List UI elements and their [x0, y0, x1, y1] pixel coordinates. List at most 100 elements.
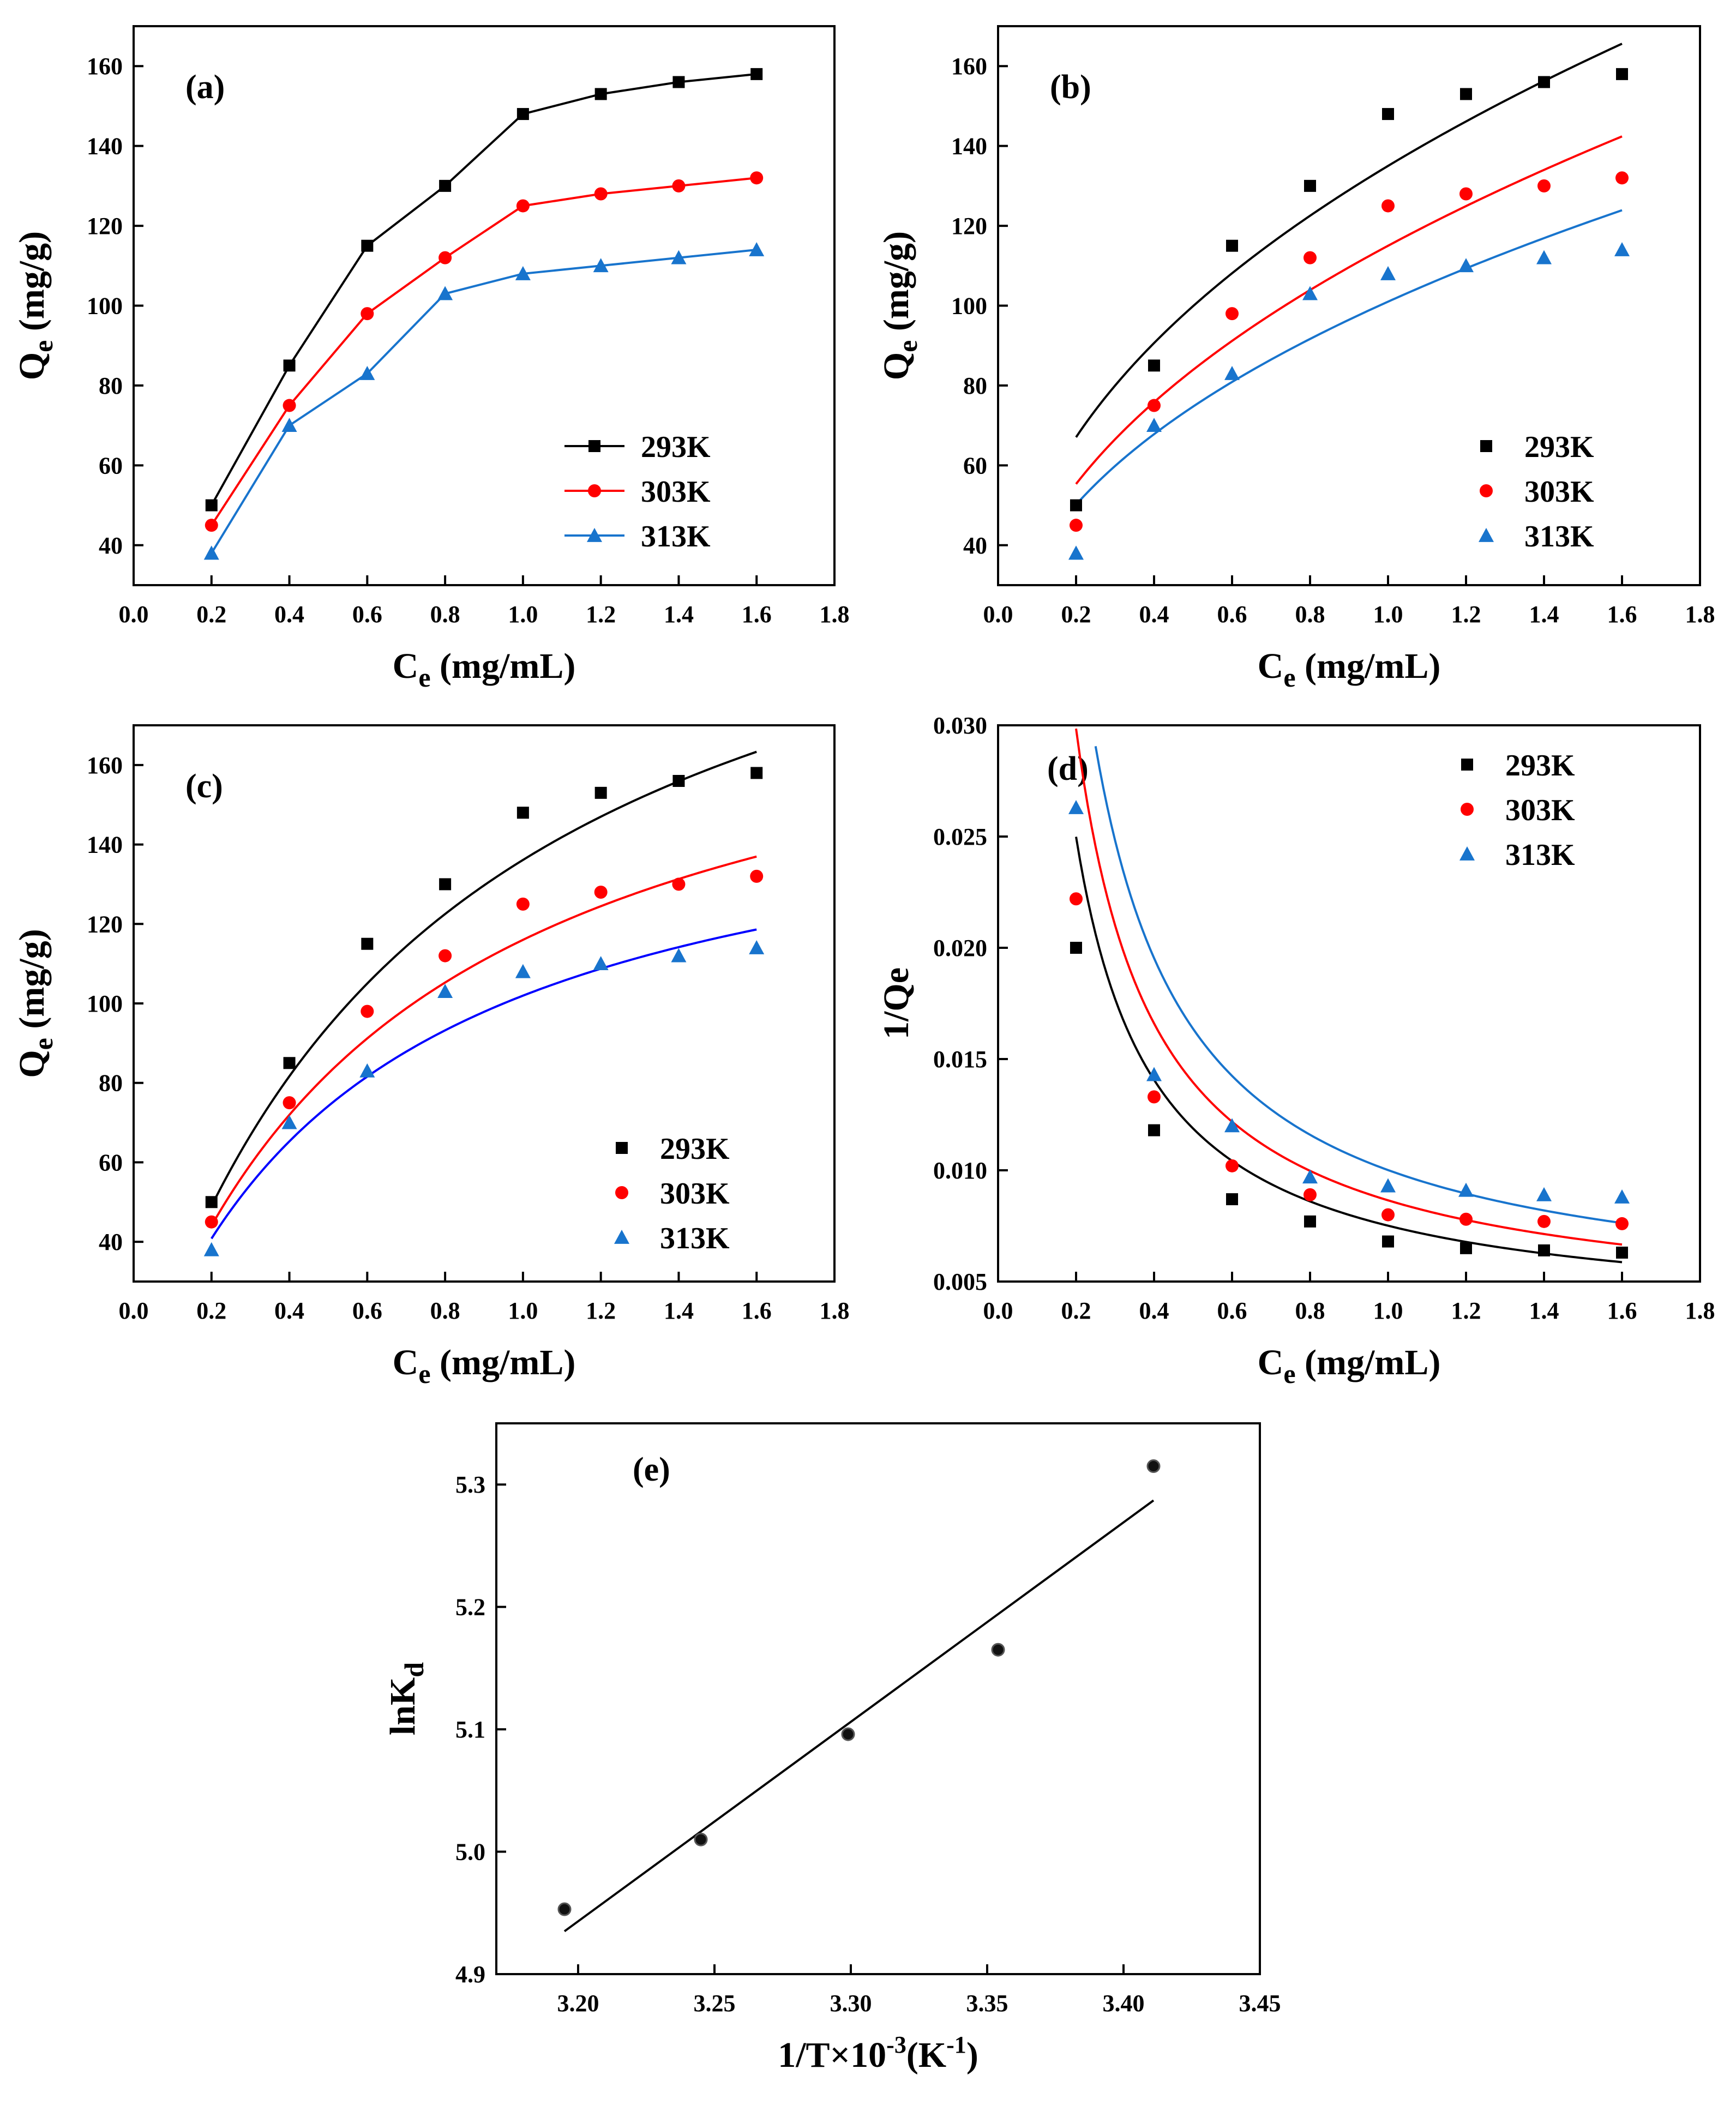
chart-b-fit-curve-303K [1075, 135, 1623, 485]
chart-d-xtick-label: 1.0 [1373, 1297, 1403, 1324]
chart-b-point-303K [1226, 307, 1239, 321]
chart-a-series-line-303K [211, 177, 757, 526]
chart-c-point-293K [672, 775, 685, 787]
chart-e-panel-label: (e) [633, 1451, 670, 1488]
chart-a-legend-marker-313K [587, 528, 602, 542]
chart-a-xtick-label: 1.4 [664, 601, 694, 628]
chart-c-point-293K [361, 937, 374, 950]
chart-d-xtick-label: 0.4 [1139, 1297, 1169, 1324]
chart-b-point-293K [1382, 108, 1394, 121]
chart-b-xtick-label: 0.8 [1295, 601, 1325, 628]
chart-d-frame [997, 724, 1701, 1283]
chart-d-point-313K [1380, 1178, 1396, 1193]
chart-c-point-293K [750, 767, 763, 779]
chart-a-xtick-label: 0.4 [274, 601, 304, 628]
chart-d-legend-label-293K: 293K [1505, 749, 1575, 783]
chart-c-point-303K [672, 877, 686, 891]
chart-d-xtick-label: 1.6 [1607, 1297, 1637, 1324]
chart-c-point-293K [205, 1196, 218, 1208]
chart-b-point-303K [1537, 179, 1551, 193]
chart-a-x-axis-title: Ce (mg/mL) [393, 646, 576, 693]
chart-c-ytick-label: 160 [87, 752, 123, 779]
chart-d-xtick-label: 1.4 [1529, 1297, 1559, 1324]
chart-d-point-303K [1226, 1159, 1239, 1172]
chart-c-point-293K [283, 1057, 296, 1069]
chart-a-ytick-label: 80 [99, 372, 123, 399]
chart-a-xtick-label: 1.2 [586, 601, 616, 628]
chart-b-xtick-label: 1.2 [1451, 601, 1481, 628]
chart-d-point-293K [1070, 942, 1082, 954]
chart-b-fit-curve-313K [1075, 209, 1623, 506]
chart-a-ytick-label: 40 [99, 532, 123, 559]
chart-c-point-303K [361, 1005, 374, 1018]
chart-a-legend-marker-303K [588, 484, 601, 497]
chart-a-frame [133, 25, 836, 586]
chart-a-point-293K [516, 108, 529, 121]
chart-a-xtick-label: 0.6 [352, 601, 382, 628]
chart-c-fit-curve-313K [211, 928, 757, 1240]
chart-d-legend-marker-313K [1459, 846, 1475, 861]
chart-b-ytick-label: 140 [951, 133, 987, 160]
chart-a-point-303K [516, 199, 530, 213]
chart-b-xtick-label: 1.8 [1685, 601, 1715, 628]
chart-b-point-293K [1304, 179, 1316, 192]
chart-a-series-line-293K [211, 73, 757, 506]
chart-b-xtick-label: 0.2 [1061, 601, 1091, 628]
chart-c-point-303K [594, 886, 608, 899]
chart-d-legend-marker-303K [1461, 803, 1474, 816]
chart-c-ytick-label: 100 [87, 990, 123, 1017]
chart-d-xtick-label: 0.2 [1061, 1297, 1091, 1324]
chart-d-point-313K [1458, 1182, 1474, 1197]
chart-b-ytick-label: 40 [963, 532, 987, 559]
chart-e-xtick-label: 3.25 [694, 1990, 736, 2017]
chart-a-point-303K [594, 187, 608, 201]
chart-c-point-293K [594, 786, 607, 799]
chart-d-x-axis-title: Ce (mg/mL) [1258, 1343, 1441, 1389]
chart-c-point-313K [671, 948, 687, 963]
chart-c-legend-marker-293K [616, 1142, 628, 1154]
chart-d-point-303K [1148, 1090, 1161, 1104]
chart-d-fit-curve-293K [1075, 837, 1623, 1264]
chart-d-point-293K [1304, 1215, 1316, 1228]
chart-a-point-293K [205, 499, 218, 512]
chart-e-ytick-label: 5.0 [455, 1839, 485, 1866]
chart-b-panel-label: (b) [1050, 69, 1091, 106]
chart-c-legend-marker-303K [615, 1186, 628, 1199]
chart-a-legend-marker-293K [588, 440, 600, 452]
chart-b-legend-marker-293K [1480, 440, 1492, 452]
chart-d-point-293K [1538, 1244, 1550, 1256]
chart-c-xtick-label: 0.2 [196, 1297, 226, 1324]
chart-c-xtick-label: 0.0 [119, 1297, 149, 1324]
chart-b-point-293K [1148, 359, 1160, 372]
chart-c-legend-label-313K: 313K [660, 1222, 730, 1255]
chart-c-x-axis-title: Ce (mg/mL) [393, 1343, 576, 1389]
chart-c-panel-label: (c) [185, 768, 223, 805]
chart-b-point-303K [1070, 519, 1083, 532]
chart-c-xtick-label: 0.4 [274, 1297, 304, 1324]
chart-d-point-303K [1537, 1214, 1551, 1228]
chart-d-point-293K [1148, 1124, 1160, 1136]
chart-b-x-axis-title: Ce (mg/mL) [1258, 646, 1441, 693]
chart-b-ytick-label: 80 [963, 372, 987, 399]
chart-d-ytick-label: 0.025 [933, 823, 987, 850]
chart-e-point-lnKd [694, 1832, 708, 1847]
chart-c-legend-label-303K: 303K [660, 1177, 730, 1211]
chart-b-fit-curve-293K [1075, 43, 1623, 438]
chart-a-point-303K [750, 171, 764, 185]
chart-c-xtick-label: 1.8 [820, 1297, 850, 1324]
chart-d-xtick-label: 0.0 [983, 1297, 1013, 1324]
chart-b-point-313K [1614, 242, 1630, 256]
chart-b-legend-label-303K: 303K [1524, 475, 1594, 509]
chart-a-ytick-label: 140 [87, 133, 123, 160]
chart-e-point-lnKd [1146, 1459, 1161, 1474]
chart-d-legend-marker-293K [1461, 759, 1473, 771]
chart-b-point-313K [1224, 365, 1240, 380]
chart-d-fit-curve-313K [1094, 745, 1623, 1224]
chart-d-point-303K [1381, 1208, 1395, 1222]
chart-c-point-313K [593, 956, 609, 971]
chart-d-legend-label-303K: 303K [1505, 793, 1575, 827]
chart-a-ytick-label: 100 [87, 293, 123, 320]
chart-d-xtick-label: 1.2 [1451, 1297, 1481, 1324]
chart-a-panel-label: (a) [185, 69, 225, 106]
